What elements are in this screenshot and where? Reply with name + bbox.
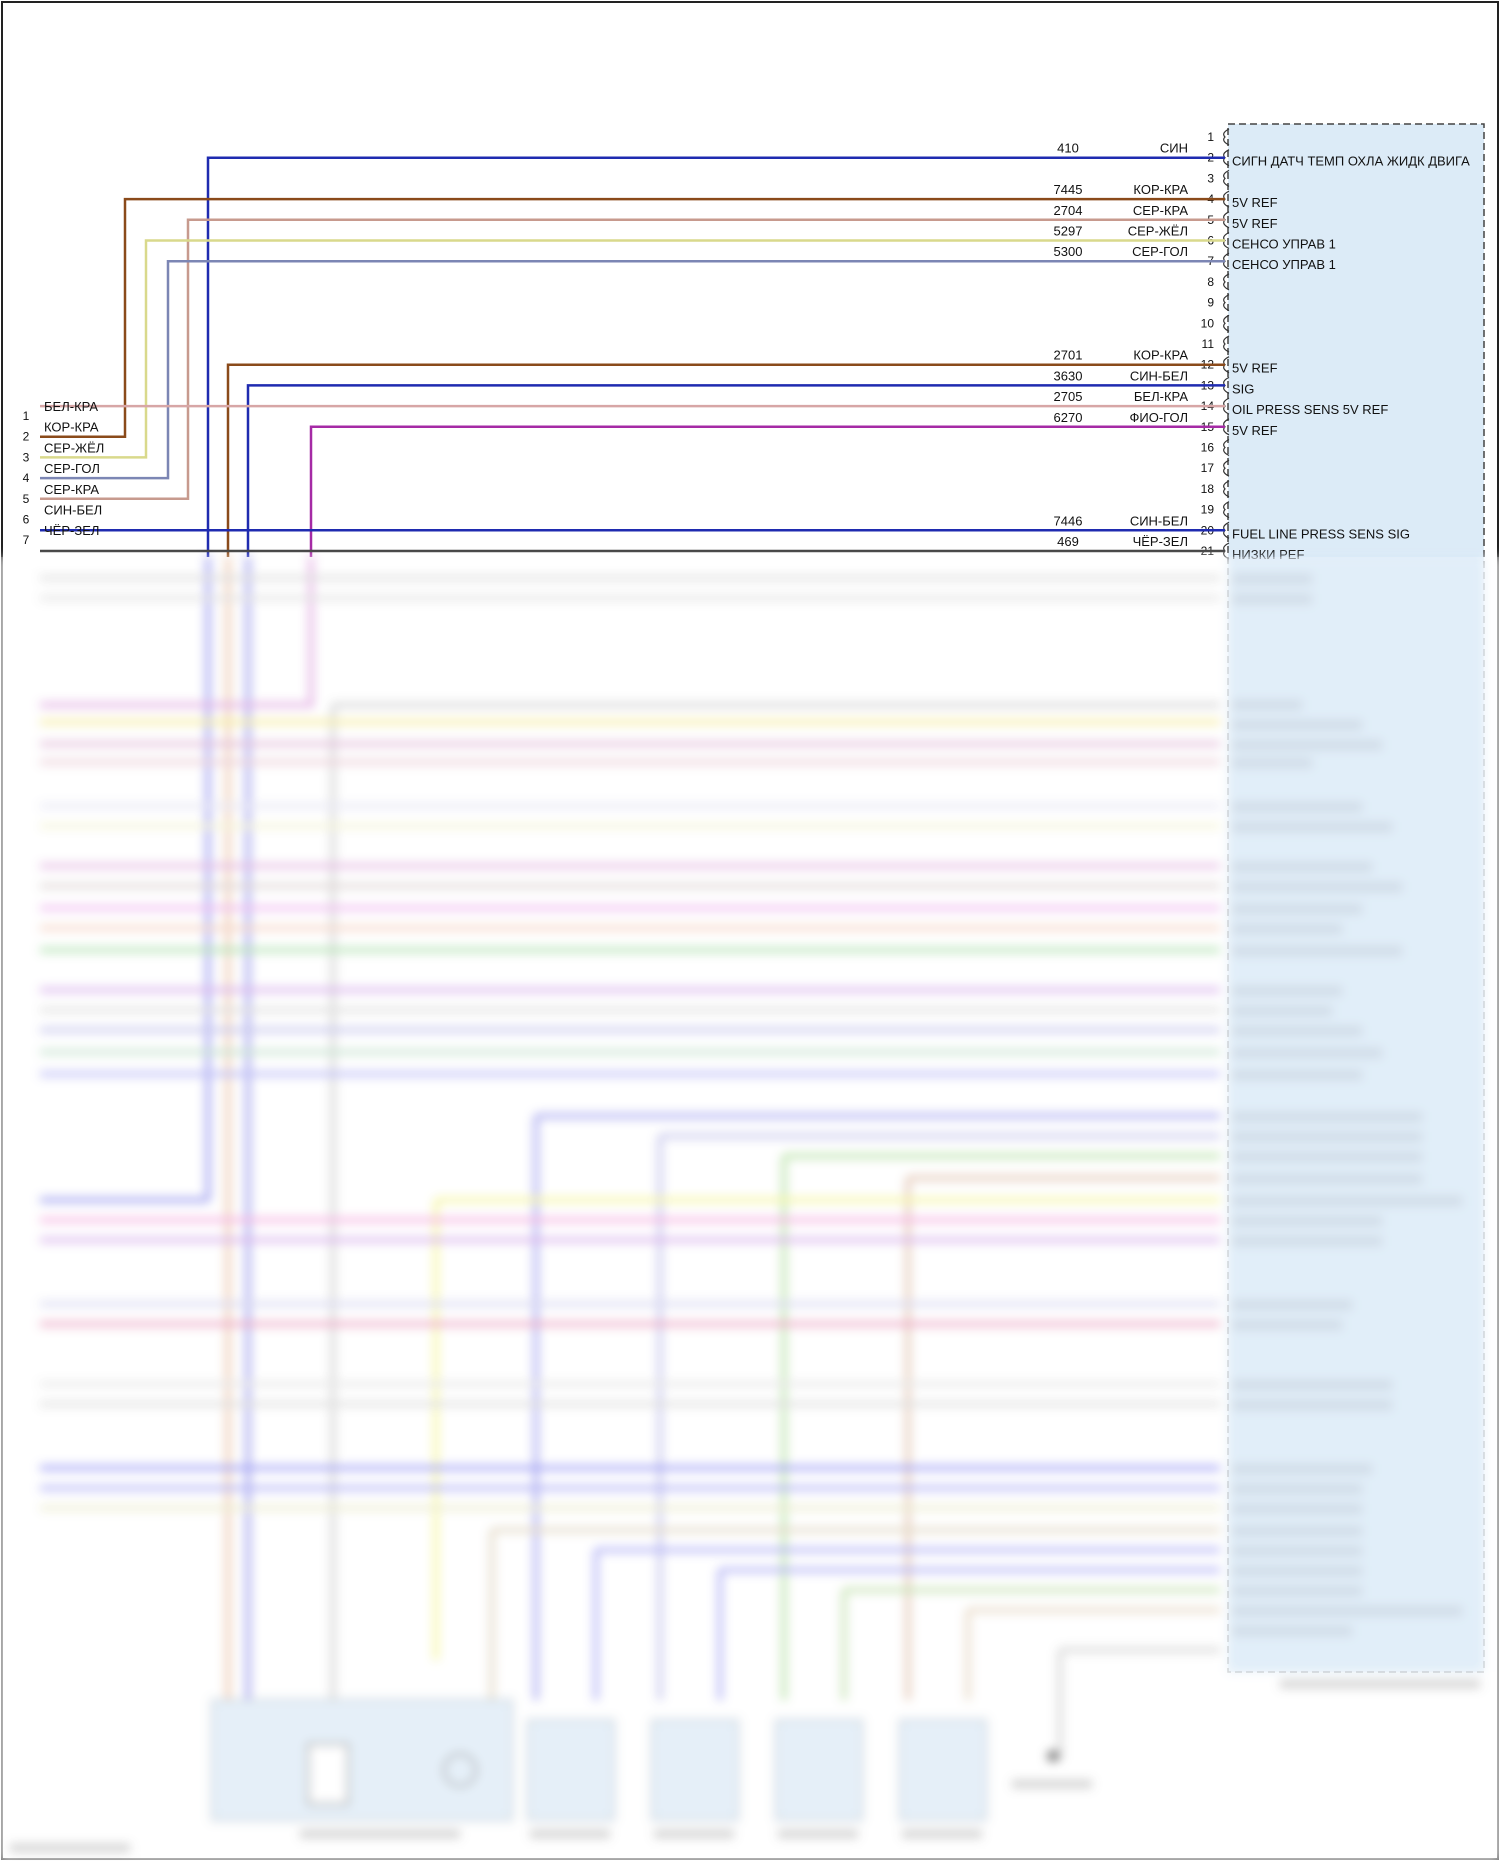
ecm-pin-number: 18 xyxy=(1201,482,1215,496)
left-pin-number: 4 xyxy=(23,471,30,485)
ecm-signal-name: 5V REF xyxy=(1232,361,1278,376)
left-pin-number: 2 xyxy=(23,430,30,444)
wire-labels: 410 СИН СИГН ДАТЧ ТЕМП ОХЛА ЖИДК ДВИГА 7445… xyxy=(1054,141,1471,562)
wire-color-label: КОР-КРА xyxy=(1133,348,1188,363)
ecm-pin-number: 9 xyxy=(1207,296,1214,310)
pin-bracket xyxy=(1223,294,1230,312)
wire-circuit-number: 5297 xyxy=(1054,224,1083,239)
ecm-pin-number: 19 xyxy=(1201,503,1215,517)
wire-pin-5 xyxy=(40,218,1225,501)
wire-circuit-number: 2705 xyxy=(1054,389,1083,404)
ecm-signal-name: СЕНСО УПРАВ 1 xyxy=(1232,257,1336,272)
wire-color-label: БЕЛ-КРА xyxy=(1134,389,1188,404)
wire-pin-7 xyxy=(40,259,1225,480)
pin-bracket xyxy=(1223,169,1230,187)
wire-color-label: СЕР-ЖЁЛ xyxy=(1128,224,1188,239)
left-pin-color-label: КОР-КРА xyxy=(44,420,99,435)
left-pin-number: 6 xyxy=(23,513,30,527)
wire-pin-2 xyxy=(206,156,1225,557)
blur-veil xyxy=(0,557,1500,1861)
wire-pin-15 xyxy=(309,425,1225,557)
pin-bracket xyxy=(1223,459,1230,477)
ecm-pin-number: 11 xyxy=(1202,337,1215,351)
wire-color-label: ФИО-ГОЛ xyxy=(1130,410,1188,425)
ecm-signal-name: OIL PRESS SENS 5V REF xyxy=(1232,402,1388,417)
wire-circuit-number: 5300 xyxy=(1054,244,1083,259)
wire-pin-4 xyxy=(40,197,1225,438)
left-pin-color-label: БЕЛ-КРА xyxy=(44,399,98,414)
left-pin-color-label: СЕР-ЖЁЛ xyxy=(44,440,104,455)
ecm-pin-number: 10 xyxy=(1201,316,1215,330)
pin-bracket xyxy=(1223,501,1230,519)
wire-color-label: КОР-КРА xyxy=(1133,182,1188,197)
wire-color-label: СЕР-ГОЛ xyxy=(1132,244,1188,259)
wire-pin-6 xyxy=(40,239,1225,459)
ecm-pin-number: 8 xyxy=(1207,275,1214,289)
pin-bracket xyxy=(1223,273,1230,291)
left-pin-number: 5 xyxy=(23,492,30,506)
ecm-pin-number: 3 xyxy=(1207,171,1214,185)
pin-bracket xyxy=(1223,128,1230,146)
left-pin-color-label: СЕР-КРА xyxy=(44,482,99,497)
wire-circuit-number: 6270 xyxy=(1054,410,1083,425)
left-pin-number: 7 xyxy=(23,533,30,547)
wire-circuit-number: 2704 xyxy=(1054,203,1083,218)
wire-circuit-number: 410 xyxy=(1057,141,1079,156)
ecm-pin-number: 16 xyxy=(1201,441,1215,455)
pin-bracket xyxy=(1223,335,1230,353)
pin-bracket xyxy=(1223,314,1230,332)
wire-circuit-number: 3630 xyxy=(1054,368,1083,383)
ecm-pin-number: 1 xyxy=(1207,130,1214,144)
left-pin-number: 1 xyxy=(23,409,30,423)
ecm-signal-name: 5V REF xyxy=(1232,195,1278,210)
wire-color-label: СИН-БЕЛ xyxy=(1130,368,1188,383)
left-pin-number: 3 xyxy=(23,450,30,464)
pin-bracket xyxy=(1223,438,1230,457)
wire-circuit-number: 7446 xyxy=(1054,513,1083,528)
wire-pin-13 xyxy=(246,384,1225,557)
ecm-signal-name: СИГН ДАТЧ ТЕМП ОХЛА ЖИДК ДВИГА xyxy=(1232,154,1470,169)
wire-color-label: СЕР-КРА xyxy=(1133,203,1188,218)
wire-circuit-number: 2701 xyxy=(1054,348,1083,363)
ecm-signal-name: 5V REF xyxy=(1232,423,1278,438)
wire-pin-12 xyxy=(226,363,1225,557)
wire-circuit-number: 7445 xyxy=(1054,182,1083,197)
ecm-signal-name: SIG xyxy=(1232,381,1254,396)
ecm-signal-name: 5V REF xyxy=(1232,216,1278,231)
ecm-signal-name: FUEL LINE PRESS SENS SIG xyxy=(1232,526,1410,541)
blurred-lower-diagram xyxy=(0,557,1500,1861)
ecm-pin-number: 17 xyxy=(1201,461,1215,475)
pin-bracket xyxy=(1223,480,1230,498)
left-connector-pins: 1 БЕЛ-КРА 2 КОР-КРА 3 СЕР-ЖЁЛ 4 СЕР-ГОЛ 5 СЕР-КРА… xyxy=(23,399,105,547)
left-pin-color-label: СЕР-ГОЛ xyxy=(44,461,100,476)
wires xyxy=(40,156,1225,557)
wire-color-label: СИН xyxy=(1160,141,1188,156)
wire-color-label: СИН-БЕЛ xyxy=(1130,513,1188,528)
left-pin-color-label: СИН-БЕЛ xyxy=(44,503,102,518)
ecm-signal-name: СЕНСО УПРАВ 1 xyxy=(1232,237,1336,252)
left-pin-color-label: ЧЁР-ЗЕЛ xyxy=(44,523,99,538)
wire-color-label: ЧЁР-ЗЕЛ xyxy=(1133,534,1188,549)
wire-circuit-number: 469 xyxy=(1057,534,1079,549)
